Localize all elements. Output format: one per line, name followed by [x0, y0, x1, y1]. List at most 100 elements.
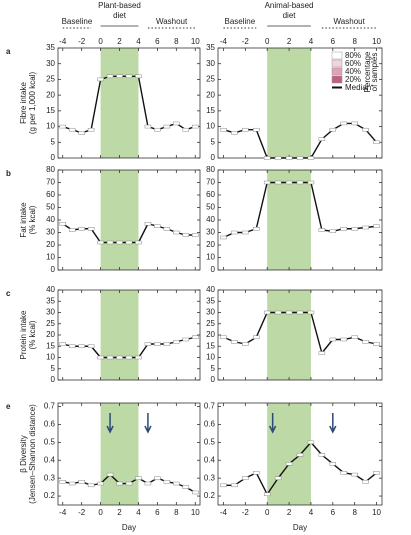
x-tick-label: 10: [191, 508, 200, 517]
median-box: [125, 74, 133, 79]
median-box: [285, 180, 293, 185]
x-tick-label: 2: [117, 37, 122, 46]
median-box: [220, 127, 227, 132]
y-tick-label: 0.2: [44, 491, 56, 500]
y-tick-label: 20: [206, 90, 215, 99]
median-box: [144, 481, 152, 486]
median-box: [329, 127, 337, 132]
y-tick-label: 0: [51, 375, 56, 384]
median-box: [231, 230, 238, 235]
median-box: [362, 225, 369, 230]
median-box: [340, 337, 347, 342]
median-box: [154, 127, 161, 132]
legend-label: 40%: [345, 67, 361, 76]
y-tick-label: 0.4: [44, 455, 56, 464]
x-tick-label: -4: [59, 37, 67, 46]
y-tick-label: 15: [206, 106, 215, 115]
median-box: [231, 131, 238, 135]
y-tick-label: 35: [46, 296, 55, 305]
x-axis-label: Day: [122, 523, 136, 532]
x-tick-label: 4: [309, 37, 314, 46]
median-box: [97, 481, 104, 486]
median-box: [242, 476, 249, 480]
median-box: [144, 222, 152, 226]
median-box: [182, 337, 190, 342]
y-tick-label: 0.5: [204, 437, 216, 446]
legend-label: 20%: [345, 75, 361, 84]
y-tick-label: 50: [206, 203, 215, 212]
median-box: [87, 483, 95, 488]
median-box: [78, 344, 85, 348]
y-axis-label: Fat intake: [19, 202, 28, 238]
x-tick-label: 8: [174, 508, 179, 517]
y-tick-label: 80: [206, 165, 215, 174]
x-tick-label: 2: [117, 508, 122, 517]
median-box: [307, 310, 315, 315]
median-box: [192, 124, 199, 129]
median-box: [318, 351, 326, 355]
median-box: [192, 233, 199, 237]
y-tick-label: 40: [206, 215, 215, 224]
median-box: [59, 342, 66, 346]
median-box: [59, 479, 66, 484]
y-tick-label: 20: [46, 330, 55, 339]
median-box: [307, 440, 315, 445]
median-box: [274, 156, 282, 160]
panel-label: c: [6, 289, 11, 298]
y-tick-label: 0.3: [204, 473, 216, 482]
median-box: [135, 240, 142, 245]
median-box: [318, 137, 326, 141]
median-box: [373, 342, 380, 346]
x-tick-label: -2: [78, 37, 86, 46]
y-tick-label: 30: [46, 228, 55, 237]
median-box: [318, 453, 326, 457]
median-box: [285, 462, 293, 466]
y-tick-label: 5: [211, 364, 216, 373]
median-box: [362, 127, 369, 132]
median-box: [87, 227, 95, 231]
y-tick-label: 70: [46, 178, 55, 187]
x-tick-label: 0: [265, 508, 270, 517]
median-box: [78, 227, 85, 231]
median-box: [296, 453, 304, 457]
median-box: [231, 483, 238, 488]
y-tick-label: 30: [206, 228, 215, 237]
median-box: [263, 492, 271, 497]
y-tick-label: 0: [211, 265, 216, 274]
y-tick-label: 5: [211, 137, 216, 146]
x-tick-label: 10: [372, 37, 381, 46]
median-box: [362, 479, 369, 484]
median-box: [242, 127, 249, 132]
diet-shade: [267, 170, 311, 270]
x-tick-label: -2: [78, 508, 86, 517]
median-box: [274, 310, 282, 315]
median-box: [220, 483, 227, 488]
y-tick-label: 60: [206, 190, 215, 199]
y-tick-label: 10: [206, 122, 215, 131]
y-tick-label: 20: [46, 90, 55, 99]
median-box: [242, 230, 249, 235]
median-box: [97, 355, 104, 360]
x-tick-label: 10: [372, 508, 381, 517]
y-tick-label: 10: [46, 253, 55, 262]
x-tick-label: 2: [287, 37, 292, 46]
y-tick-label: 20: [46, 240, 55, 249]
median-box: [220, 235, 227, 240]
median-box: [253, 471, 260, 475]
median-box: [362, 340, 369, 344]
median-box: [78, 131, 85, 135]
washout-label: Washout: [334, 17, 366, 26]
y-tick-label: 40: [206, 285, 215, 294]
median-box: [154, 476, 161, 480]
median-box: [173, 121, 180, 126]
x-tick-label: 6: [155, 508, 160, 517]
y-tick-label: 35: [206, 296, 215, 305]
x-tick-label: 4: [136, 508, 141, 517]
median-box: [125, 481, 133, 486]
median-box: [329, 462, 337, 466]
y-axis-label: (g per 1,000 kcal): [28, 72, 37, 135]
median-box: [373, 471, 380, 475]
diet-shade: [100, 48, 139, 158]
y-tick-label: 10: [206, 253, 215, 262]
median-box: [351, 227, 358, 231]
